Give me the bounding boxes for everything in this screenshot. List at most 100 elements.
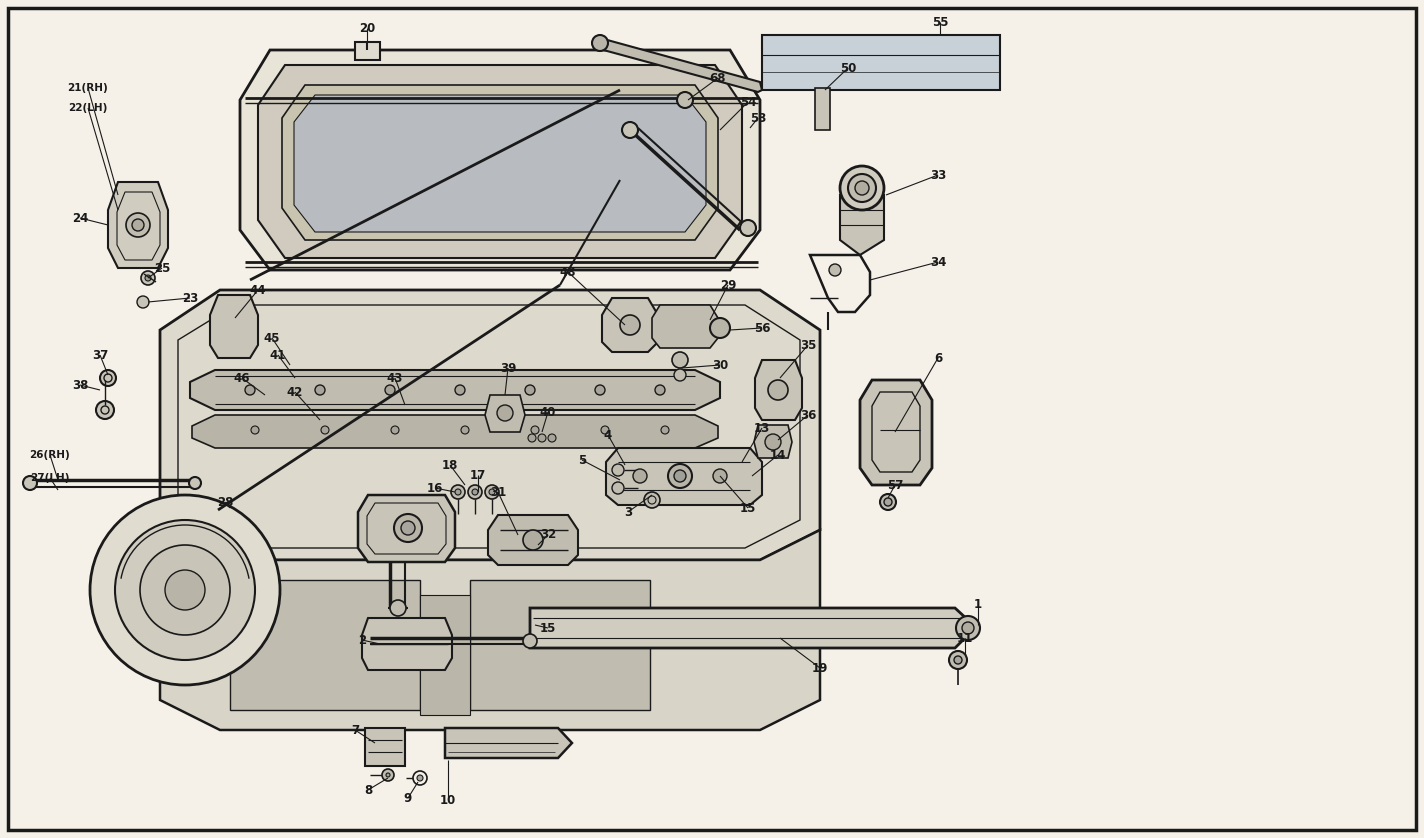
- Circle shape: [382, 769, 394, 781]
- Text: 40: 40: [540, 406, 557, 418]
- Circle shape: [386, 773, 390, 777]
- Text: 28: 28: [216, 495, 234, 509]
- Circle shape: [674, 470, 686, 482]
- Circle shape: [95, 401, 114, 419]
- Circle shape: [189, 477, 201, 489]
- Text: 42: 42: [286, 385, 303, 399]
- Text: 2: 2: [357, 634, 366, 646]
- Circle shape: [320, 426, 329, 434]
- Circle shape: [390, 600, 406, 616]
- Circle shape: [595, 385, 605, 395]
- Text: 15: 15: [740, 501, 756, 515]
- Circle shape: [668, 464, 692, 488]
- Text: 16: 16: [427, 482, 443, 494]
- Circle shape: [963, 622, 974, 634]
- Polygon shape: [762, 35, 1000, 90]
- Text: 6: 6: [934, 351, 943, 365]
- Polygon shape: [362, 618, 451, 670]
- Circle shape: [592, 35, 608, 51]
- Circle shape: [674, 369, 686, 381]
- Text: 41: 41: [269, 349, 286, 361]
- Text: 50: 50: [840, 61, 856, 75]
- Circle shape: [384, 385, 394, 395]
- Circle shape: [612, 482, 624, 494]
- Bar: [365, 728, 404, 766]
- Circle shape: [451, 485, 466, 499]
- Circle shape: [644, 492, 659, 508]
- Circle shape: [394, 514, 422, 542]
- Polygon shape: [530, 608, 968, 648]
- Circle shape: [854, 181, 869, 195]
- Text: 53: 53: [750, 111, 766, 125]
- Text: 36: 36: [800, 408, 816, 422]
- Circle shape: [655, 385, 665, 395]
- Text: 11: 11: [957, 632, 973, 644]
- Text: 46: 46: [234, 371, 251, 385]
- Circle shape: [954, 656, 963, 664]
- Text: 29: 29: [719, 278, 736, 292]
- Polygon shape: [815, 88, 830, 130]
- Text: 21(RH): 21(RH): [67, 83, 108, 93]
- Circle shape: [402, 521, 414, 535]
- Circle shape: [538, 434, 545, 442]
- Text: 13: 13: [753, 422, 770, 434]
- Circle shape: [765, 434, 780, 450]
- Circle shape: [948, 651, 967, 669]
- Text: 9: 9: [404, 792, 412, 804]
- Text: 17: 17: [470, 468, 486, 482]
- Text: 26(RH): 26(RH): [30, 450, 70, 460]
- Text: 55: 55: [931, 15, 948, 28]
- Polygon shape: [652, 305, 718, 348]
- Circle shape: [713, 469, 728, 483]
- Text: 23: 23: [182, 292, 198, 304]
- Text: 7: 7: [350, 723, 359, 737]
- Text: 34: 34: [930, 256, 946, 268]
- Text: 10: 10: [440, 794, 456, 806]
- Polygon shape: [470, 580, 649, 710]
- Polygon shape: [420, 595, 470, 715]
- Text: 32: 32: [540, 529, 557, 541]
- Text: 22(LH): 22(LH): [68, 103, 108, 113]
- Circle shape: [661, 426, 669, 434]
- Text: 37: 37: [93, 349, 108, 361]
- Text: 19: 19: [812, 661, 829, 675]
- Circle shape: [849, 174, 876, 202]
- Text: 18: 18: [441, 458, 459, 472]
- Polygon shape: [159, 530, 820, 730]
- Polygon shape: [231, 580, 420, 710]
- Text: 45: 45: [263, 332, 281, 344]
- Text: 1: 1: [974, 598, 983, 612]
- Text: 68: 68: [709, 71, 726, 85]
- Polygon shape: [159, 290, 820, 560]
- Polygon shape: [282, 85, 718, 240]
- Circle shape: [884, 498, 891, 506]
- Text: 8: 8: [365, 784, 372, 796]
- Circle shape: [468, 485, 481, 499]
- Circle shape: [672, 352, 688, 368]
- Polygon shape: [258, 65, 742, 258]
- Circle shape: [523, 530, 543, 550]
- Circle shape: [23, 476, 37, 490]
- Circle shape: [488, 489, 496, 495]
- Polygon shape: [357, 495, 456, 562]
- Circle shape: [100, 370, 115, 386]
- Circle shape: [711, 318, 731, 338]
- Polygon shape: [755, 360, 802, 420]
- Circle shape: [140, 545, 231, 635]
- Circle shape: [840, 166, 884, 210]
- Text: 54: 54: [739, 96, 756, 108]
- Circle shape: [612, 464, 624, 476]
- Circle shape: [531, 426, 540, 434]
- Circle shape: [829, 264, 842, 276]
- Text: 25: 25: [154, 261, 171, 275]
- Text: 27(LH): 27(LH): [30, 473, 70, 483]
- Circle shape: [676, 92, 693, 108]
- Text: 20: 20: [359, 22, 375, 34]
- Circle shape: [528, 434, 535, 442]
- Text: 43: 43: [387, 371, 403, 385]
- Circle shape: [417, 775, 423, 781]
- Circle shape: [548, 434, 555, 442]
- Polygon shape: [840, 195, 884, 255]
- Circle shape: [497, 405, 513, 421]
- Text: 14: 14: [770, 448, 786, 462]
